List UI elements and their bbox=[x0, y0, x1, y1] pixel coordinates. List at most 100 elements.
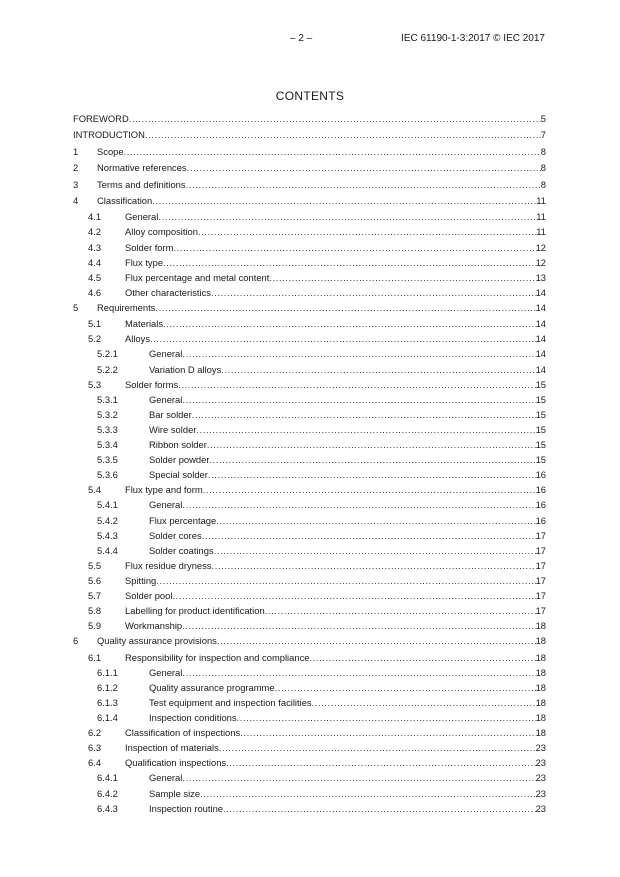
toc-entry-page: 14 bbox=[535, 333, 546, 345]
toc-entry-number: 6.2 bbox=[88, 727, 102, 739]
toc-entry[interactable]: 5.6 Spitting 17 bbox=[73, 575, 546, 590]
toc-entry-number: 6.4 bbox=[88, 757, 102, 769]
toc-entry[interactable]: FOREWORD 5 bbox=[73, 113, 546, 129]
toc-entry[interactable]: 6.1.3 Test equipment and inspection facil… bbox=[73, 697, 546, 712]
toc-leader-dots bbox=[178, 379, 535, 391]
toc-entry-title: Inspection conditions bbox=[149, 712, 237, 724]
toc-entry-number: 5.2 bbox=[88, 333, 102, 345]
toc-leader-dots bbox=[152, 195, 536, 207]
toc-entry[interactable]: 3 Terms and definitions 8 bbox=[73, 179, 546, 195]
toc-entry[interactable]: 2 Normative references 8 bbox=[73, 162, 546, 178]
toc-entry-number: 5.3.5 bbox=[97, 454, 118, 466]
toc-entry[interactable]: 6.1 Responsibility for inspection and com… bbox=[73, 652, 546, 667]
toc-entry-title: Ribbon solder bbox=[149, 439, 207, 451]
toc-entry-page: 12 bbox=[535, 256, 546, 268]
toc-entry-title: Flux percentage and metal content bbox=[125, 271, 270, 283]
toc-entry-page: 18 bbox=[535, 696, 546, 708]
toc-entry[interactable]: 5.3 Solder forms 15 bbox=[73, 379, 546, 394]
toc-entry[interactable]: 5.4.3 Solder cores 17 bbox=[73, 530, 546, 545]
toc-entry[interactable]: 5.3.2 Bar solder 15 bbox=[73, 409, 546, 424]
toc-entry[interactable]: 4.6 Other characteristics 14 bbox=[73, 287, 546, 302]
toc-entry[interactable]: 5.3.5 Solder powder 15 bbox=[73, 454, 546, 469]
toc-entry[interactable]: 4.1 General 11 bbox=[73, 211, 546, 226]
toc-entry-page: 5 bbox=[540, 113, 546, 124]
toc-entry[interactable]: 6.4.1 General 23 bbox=[73, 772, 546, 787]
toc-entry-page: 17 bbox=[535, 574, 546, 586]
toc-entry-title: Solder cores bbox=[149, 529, 202, 541]
toc-entry[interactable]: 5.3.1 General 15 bbox=[73, 394, 546, 409]
toc-entry[interactable]: 5.4 Flux type and form 16 bbox=[73, 484, 546, 499]
toc-entry[interactable]: 5.2.1 General 14 bbox=[73, 348, 546, 363]
toc-entry[interactable]: 4.5 Flux percentage and metal content 13 bbox=[73, 272, 546, 287]
toc-entry[interactable]: 6.4.2 Sample size 23 bbox=[73, 788, 546, 803]
toc-entry[interactable]: 4.4 Flux type 12 bbox=[73, 257, 546, 272]
toc-entry[interactable]: 5 Requirements 14 bbox=[73, 302, 546, 318]
toc-entry-number: 5.7 bbox=[88, 589, 102, 601]
toc-leader-dots bbox=[226, 757, 535, 769]
toc-leader-dots bbox=[163, 318, 536, 330]
toc-entry-page: 8 bbox=[540, 145, 546, 157]
toc-entry-title: INTRODUCTION bbox=[73, 129, 145, 141]
toc-entry[interactable]: 6.1.1 General 18 bbox=[73, 667, 546, 682]
toc-entry[interactable]: 4.3 Solder form 12 bbox=[73, 242, 546, 257]
toc-entry[interactable]: 5.2 Alloys 14 bbox=[73, 333, 546, 348]
toc-entry-page: 18 bbox=[535, 651, 546, 663]
toc-entry-number: 6.4.2 bbox=[97, 787, 118, 799]
toc-entry[interactable]: 6.4 Qualification inspections 23 bbox=[73, 757, 546, 772]
toc-entry-page: 16 bbox=[535, 514, 546, 526]
toc-leader-dots bbox=[172, 590, 535, 602]
toc-entry-title: Normative references bbox=[97, 162, 187, 174]
toc-entry-title: Other characteristics bbox=[125, 286, 211, 298]
toc-entry[interactable]: 4 Classification 11 bbox=[73, 195, 546, 211]
toc-entry-page: 15 bbox=[535, 423, 546, 435]
toc-entry-number: 6.4.1 bbox=[97, 772, 118, 784]
toc-entry[interactable]: 5.2.2 Variation D alloys 14 bbox=[73, 364, 546, 379]
toc-entry-title: General bbox=[149, 666, 183, 678]
toc-entry[interactable]: 1 Scope 8 bbox=[73, 146, 546, 162]
toc-entry-title: Flux type bbox=[125, 256, 164, 268]
toc-leader-dots bbox=[182, 499, 535, 511]
toc-entry-number: 4.1 bbox=[88, 211, 102, 223]
toc-entry[interactable]: 6.4.3 Inspection routine 23 bbox=[73, 803, 546, 818]
toc-leader-dots bbox=[124, 146, 541, 158]
toc-entry[interactable]: 5.7 Solder pool 17 bbox=[73, 590, 546, 605]
toc-leader-dots bbox=[208, 469, 536, 481]
toc-entry-title: Scope bbox=[97, 145, 124, 157]
toc-entry-page: 13 bbox=[535, 271, 546, 283]
toc-entry-page: 14 bbox=[535, 348, 546, 360]
toc-entry-number: 5.3.1 bbox=[97, 393, 118, 405]
toc-leader-dots bbox=[192, 409, 536, 421]
toc-entry[interactable]: 6 Quality assurance provisions 18 bbox=[73, 635, 546, 651]
toc-entry-number: 5.2.1 bbox=[97, 348, 118, 360]
toc-entry-page: 16 bbox=[535, 469, 546, 481]
toc-entry[interactable]: 5.4.1 General 16 bbox=[73, 499, 546, 514]
toc-entry-page: 17 bbox=[535, 559, 546, 571]
toc-entry-title: Responsibility for inspection and compli… bbox=[125, 651, 310, 663]
toc-leader-dots bbox=[214, 545, 536, 557]
toc-entry-number: 5.6 bbox=[88, 574, 102, 586]
toc-entry[interactable]: 6.1.4 Inspection conditions 18 bbox=[73, 712, 546, 727]
toc-entry[interactable]: 5.8 Labelling for product identification 1… bbox=[73, 605, 546, 620]
toc-entry-page: 15 bbox=[535, 454, 546, 466]
toc-entry[interactable]: 4.2 Alloy composition 11 bbox=[73, 226, 546, 241]
toc-entry[interactable]: INTRODUCTION 7 bbox=[73, 129, 546, 145]
toc-entry-title: Workmanship bbox=[125, 620, 183, 632]
toc-entry[interactable]: 5.4.2 Flux percentage 16 bbox=[73, 515, 546, 530]
toc-leader-dots bbox=[237, 712, 536, 724]
toc-entry[interactable]: 6.2 Classification of inspections 18 bbox=[73, 727, 546, 742]
toc-entry[interactable]: 5.3.4 Ribbon solder 15 bbox=[73, 439, 546, 454]
toc-entry[interactable]: 6.1.2 Quality assurance programme 18 bbox=[73, 682, 546, 697]
toc-entry[interactable]: 5.4.4 Solder coatings 17 bbox=[73, 545, 546, 560]
toc-entry-number: 5.1 bbox=[88, 318, 102, 330]
toc-entry[interactable]: 6.3 Inspection of materials 23 bbox=[73, 742, 546, 757]
toc-entry[interactable]: 5.3.6 Special solder 16 bbox=[73, 469, 546, 484]
toc-entry[interactable]: 5.9 Workmanship 18 bbox=[73, 620, 546, 635]
toc-entry-number: 4.6 bbox=[88, 286, 102, 298]
toc-entry[interactable]: 5.3.3 Wire solder 15 bbox=[73, 424, 546, 439]
toc-entry-number: 5.3.6 bbox=[97, 469, 118, 481]
toc-entry[interactable]: 5.1 Materials 14 bbox=[73, 318, 546, 333]
toc-leader-dots bbox=[129, 113, 541, 125]
toc-entry-page: 7 bbox=[540, 129, 546, 141]
toc-entry[interactable]: 5.5 Flux residue dryness 17 bbox=[73, 560, 546, 575]
toc-entry-title: Solder forms bbox=[125, 378, 179, 390]
